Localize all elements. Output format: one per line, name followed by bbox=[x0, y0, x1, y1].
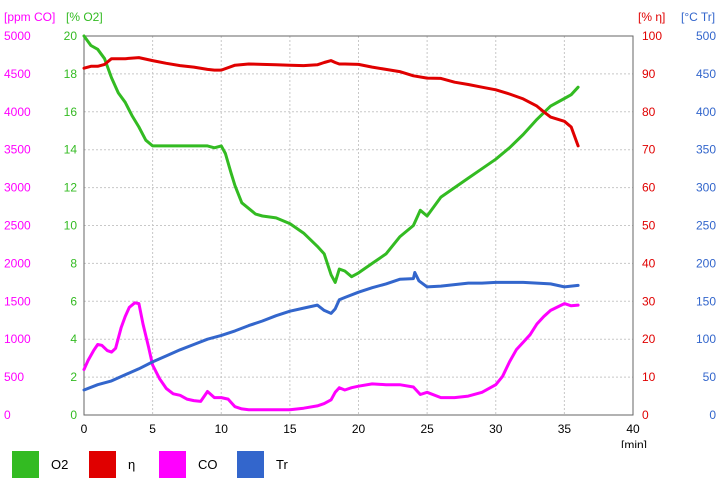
eta-tick-label: 90 bbox=[642, 67, 656, 81]
series-line-o2 bbox=[82, 34, 580, 284]
x-tick-label: 15 bbox=[283, 422, 297, 436]
legend-swatch-o2 bbox=[12, 450, 39, 478]
o2-tick-label: 14 bbox=[64, 143, 78, 157]
eta-axis-label: [% η] bbox=[638, 10, 665, 24]
legend-label-co: CO bbox=[198, 456, 218, 472]
legend-label-tr: Tr bbox=[276, 456, 288, 472]
tr-axis-label: [°C Tr] bbox=[681, 10, 715, 24]
x-tick-label: 10 bbox=[215, 422, 229, 436]
co-tick-label: 0 bbox=[4, 408, 11, 422]
tr-tick-label: 400 bbox=[696, 105, 716, 119]
x-axis-label: [min] bbox=[621, 438, 647, 448]
legend-swatch-tr bbox=[237, 450, 264, 478]
tr-tick-label: 50 bbox=[703, 370, 717, 384]
co-tick-label: 3500 bbox=[4, 143, 31, 157]
co-tick-label: 1000 bbox=[4, 332, 31, 346]
co-tick-label: 1500 bbox=[4, 294, 31, 308]
eta-tick-label: 0 bbox=[642, 408, 649, 422]
legend: O2 η CO Tr bbox=[0, 450, 720, 478]
tr-tick-label: 450 bbox=[696, 67, 716, 81]
eta-tick-label: 30 bbox=[642, 294, 656, 308]
legend-item-co: CO bbox=[159, 450, 218, 478]
co-tick-label: 3000 bbox=[4, 181, 31, 195]
x-tick-label: 20 bbox=[352, 422, 366, 436]
o2-tick-label: 4 bbox=[70, 332, 77, 346]
x-tick-label: 40 bbox=[626, 422, 640, 436]
x-tick-label: 30 bbox=[489, 422, 503, 436]
legend-item-eta: η bbox=[89, 450, 135, 478]
eta-tick-label: 50 bbox=[642, 219, 656, 233]
tr-tick-label: 500 bbox=[696, 29, 716, 43]
legend-swatch-co bbox=[159, 450, 186, 478]
x-tick-label: 35 bbox=[558, 422, 572, 436]
eta-tick-label: 20 bbox=[642, 332, 656, 346]
series-line-tr bbox=[82, 271, 580, 392]
co-tick-label: 4000 bbox=[4, 105, 31, 119]
co-tick-label: 500 bbox=[4, 370, 24, 384]
tr-tick-label: 150 bbox=[696, 294, 716, 308]
eta-tick-label: 10 bbox=[642, 370, 656, 384]
co-tick-label: 5000 bbox=[4, 29, 31, 43]
x-tick-label: 5 bbox=[149, 422, 156, 436]
co-tick-label: 2000 bbox=[4, 256, 31, 270]
eta-tick-label: 80 bbox=[642, 105, 656, 119]
grid bbox=[84, 36, 633, 415]
o2-tick-label: 0 bbox=[70, 408, 77, 422]
legend-swatch-eta bbox=[89, 450, 116, 478]
tr-tick-label: 100 bbox=[696, 332, 716, 346]
combustion-chart: 0500100015002000250030003500400045005000… bbox=[4, 10, 716, 448]
tr-tick-label: 200 bbox=[696, 256, 716, 270]
o2-tick-label: 18 bbox=[64, 67, 78, 81]
series-line-eta bbox=[82, 56, 580, 148]
legend-item-tr: Tr bbox=[237, 450, 288, 478]
co-tick-label: 2500 bbox=[4, 219, 31, 233]
o2-tick-label: 6 bbox=[70, 294, 77, 308]
eta-tick-label: 60 bbox=[642, 181, 656, 195]
o2-axis-label: [% O2] bbox=[66, 10, 103, 24]
eta-tick-label: 40 bbox=[642, 256, 656, 270]
x-tick-label: 25 bbox=[420, 422, 434, 436]
co-tick-label: 4500 bbox=[4, 67, 31, 81]
series-line-co bbox=[82, 301, 580, 412]
o2-tick-label: 8 bbox=[70, 256, 77, 270]
eta-tick-label: 70 bbox=[642, 143, 656, 157]
o2-tick-label: 10 bbox=[64, 219, 78, 233]
tr-tick-label: 350 bbox=[696, 143, 716, 157]
eta-tick-label: 100 bbox=[642, 29, 662, 43]
tick-labels: 0500100015002000250030003500400045005000… bbox=[4, 29, 716, 436]
plot-area-frame bbox=[83, 35, 634, 416]
o2-tick-label: 20 bbox=[64, 29, 78, 43]
series-layer bbox=[82, 34, 580, 412]
tr-tick-label: 300 bbox=[696, 181, 716, 195]
o2-tick-label: 12 bbox=[64, 181, 78, 195]
legend-label-o2: O2 bbox=[51, 456, 69, 472]
co-axis-label: [ppm CO] bbox=[4, 10, 55, 24]
tr-tick-label: 0 bbox=[709, 408, 716, 422]
tr-tick-label: 250 bbox=[696, 219, 716, 233]
o2-tick-label: 2 bbox=[70, 370, 77, 384]
legend-label-eta: η bbox=[128, 456, 136, 472]
legend-item-o2: O2 bbox=[12, 450, 68, 478]
o2-tick-label: 16 bbox=[64, 105, 78, 119]
x-tick-label: 0 bbox=[81, 422, 88, 436]
